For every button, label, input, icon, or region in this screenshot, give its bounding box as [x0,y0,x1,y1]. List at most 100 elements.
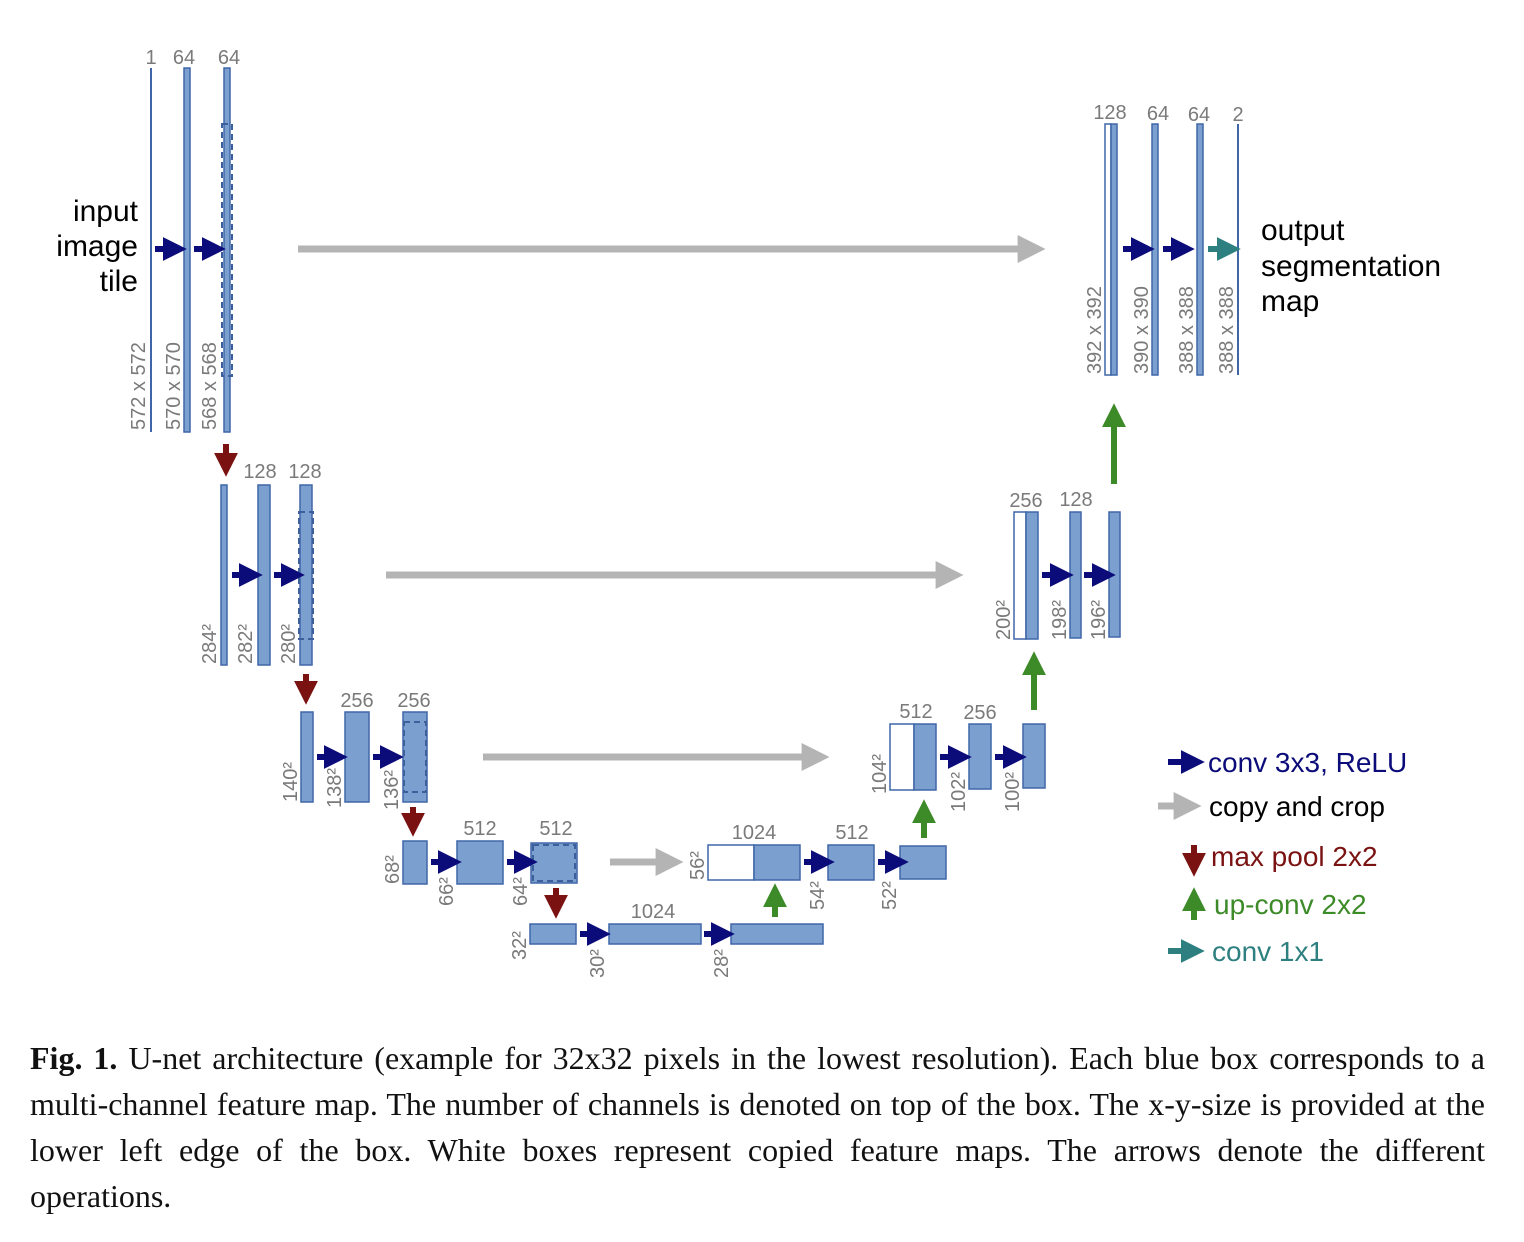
size-label: 392 x 392 [1084,286,1106,374]
feature-map-u4-1 [827,844,875,881]
feature-map-b-0 [529,923,577,945]
size-label: 64² [510,877,532,906]
size-label: 388 x 388 [1216,286,1238,374]
feature-map-input [150,68,152,432]
size-label: 140² [280,762,302,802]
input-label-line: tile [100,265,138,298]
feature-map-u2-0 [1025,511,1039,640]
level1-decoder: 128 64 64 2 392 x 392 390 x 390 388 x 38… [1084,102,1441,376]
level4-decoder: 1024 512 56² 54² 52² [687,799,947,910]
feature-map-u4-0 [753,844,801,881]
channel-label: 128 [288,461,321,483]
size-label: 282² [235,624,257,664]
channel-label: 64 [1147,103,1169,125]
feature-map-u4-2 [899,845,947,880]
feature-map-u3-0 [913,723,937,791]
channel-label: 256 [397,690,430,712]
channel-label: 512 [899,701,932,723]
channel-label: 1 [145,47,156,69]
size-label: 280² [278,624,300,664]
size-label: 568 x 568 [199,342,221,430]
size-label: 66² [436,877,458,906]
feature-map-u1-2 [1196,123,1204,376]
channel-label: 1024 [631,901,676,923]
size-label: 30² [587,949,609,978]
feature-map-l1-2 [223,67,231,433]
feature-map-l4-2 [530,842,578,884]
input-label-line: input [73,195,139,228]
size-label: 388 x 388 [1176,286,1198,374]
channel-label: 256 [340,690,373,712]
size-label: 572 x 572 [128,342,150,430]
feature-map-l3-2 [402,711,428,803]
size-label: 136² [381,770,403,810]
size-label: 102² [948,772,970,812]
channel-label: 512 [835,822,868,844]
copied-feature-map-u2 [1013,511,1027,640]
channel-label: 512 [463,818,496,840]
feature-map-b-2 [730,923,824,945]
bottleneck: 1024 32² 30² 28² [509,883,824,978]
level2-decoder: 256 128 200² 198² 196² [993,403,1126,640]
feature-map-u2-1 [1069,511,1082,639]
size-label: 28² [711,949,733,978]
feature-map-u1-0 [1110,123,1118,376]
size-label: 200² [993,600,1015,640]
level3-decoder: 512 256 104² 102² 100² [869,651,1046,812]
copied-feature-map-u4 [707,844,755,881]
output-label-line: segmentation [1261,250,1441,283]
legend: conv 3x3, ReLU copy and crop max pool 2x… [1158,747,1407,967]
legend-conv1-label: conv 1x1 [1212,936,1324,967]
size-label: 32² [509,931,531,960]
feature-map-l2-1 [257,484,271,666]
caption-text: U-net architecture (example for 32x32 pi… [30,1040,1486,1214]
channel-label: 256 [963,702,996,724]
copied-feature-map-u3 [889,723,915,791]
channel-label: 128 [1093,102,1126,124]
feature-map-u2-2 [1108,511,1121,638]
channel-label: 2 [1232,104,1243,126]
channel-label: 64 [218,47,240,69]
legend-upconv-label: up-conv 2x2 [1214,889,1367,920]
feature-map-l2-0 [220,484,228,666]
size-label: 196² [1088,600,1110,640]
output-label-line: map [1261,285,1319,318]
channel-label: 512 [539,818,572,840]
channel-label: 256 [1009,490,1042,512]
channel-label: 128 [243,461,276,483]
crop-region-l3 [403,721,427,793]
feature-map-l3-0 [300,711,314,803]
size-label: 54² [807,881,829,910]
size-label: 138² [324,768,346,808]
crop-region-l4 [532,844,576,882]
level4-encoder: 512 512 68² 66² 64² [382,818,684,919]
size-label: 390 x 390 [1131,286,1153,374]
size-label: 100² [1002,772,1024,812]
channel-label: 64 [173,47,195,69]
size-label: 68² [382,855,404,884]
legend-conv-label: conv 3x3, ReLU [1208,747,1407,778]
size-label: 56² [687,851,709,880]
size-label: 52² [879,881,901,910]
size-label: 104² [869,754,891,794]
output-label-line: output [1261,214,1345,247]
channel-label: 64 [1188,104,1210,126]
size-label: 284² [199,624,221,664]
crop-region-l1 [221,123,233,377]
feature-map-l3-1 [344,711,370,803]
size-label: 198² [1049,600,1071,640]
unet-architecture-diagram: 1 64 64 572 x 572 570 x 570 568 x 568 in… [56,47,1441,978]
figure-caption: Fig. 1. U-net architecture (example for … [30,1035,1485,1219]
feature-map-u3-2 [1022,723,1046,789]
legend-copy-label: copy and crop [1209,791,1385,822]
legend-pool-label: max pool 2x2 [1211,841,1378,872]
caption-prefix: Fig. 1. [30,1040,118,1076]
feature-map-l4-0 [402,840,428,885]
feature-map-b-1 [608,923,702,945]
feature-map-u3-1 [968,723,992,790]
level2-encoder: 128 128 284² 282² 280² [199,461,964,705]
size-label: 570 x 570 [163,342,185,430]
feature-map-l4-1 [456,840,504,885]
level1-encoder: 1 64 64 572 x 572 570 x 570 568 x 568 in… [56,47,1046,477]
level3-encoder: 256 256 140² 138² 136² [280,690,830,837]
